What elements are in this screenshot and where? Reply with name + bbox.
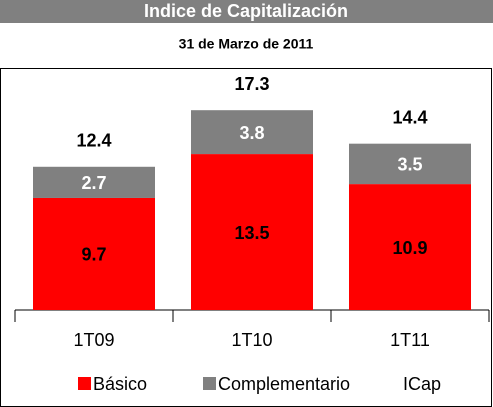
bar-segment [191,110,313,155]
bar-segment [191,154,313,310]
x-tick-label: 1T09 [73,330,114,350]
data-label: 9.7 [81,245,106,265]
legend-swatch [78,377,91,390]
legend-swatch [203,377,216,390]
total-label: 12.4 [76,131,111,151]
total-label: 14.4 [392,107,427,127]
legend-label: Complementario [218,374,350,394]
chart-subtitle: 31 de Marzo de 2011 [179,36,314,52]
legend-label: Básico [93,374,147,394]
x-tick-label: 1T11 [390,330,430,350]
x-tick-label: 1T10 [231,330,272,350]
data-label: 3.5 [397,155,422,175]
data-label: 13.5 [234,223,269,243]
title-banner [0,0,493,23]
legend-label: ICap [403,374,441,394]
data-label: 3.8 [239,123,264,143]
total-label: 17.3 [234,74,269,94]
bar-segment [33,166,155,198]
bar-segment [33,197,155,310]
data-label: 10.9 [392,238,427,258]
data-label: 2.7 [81,173,106,193]
bar-segment [349,143,471,185]
bar-segment [349,184,471,310]
chart-title: Indice de Capitalización [144,1,348,21]
